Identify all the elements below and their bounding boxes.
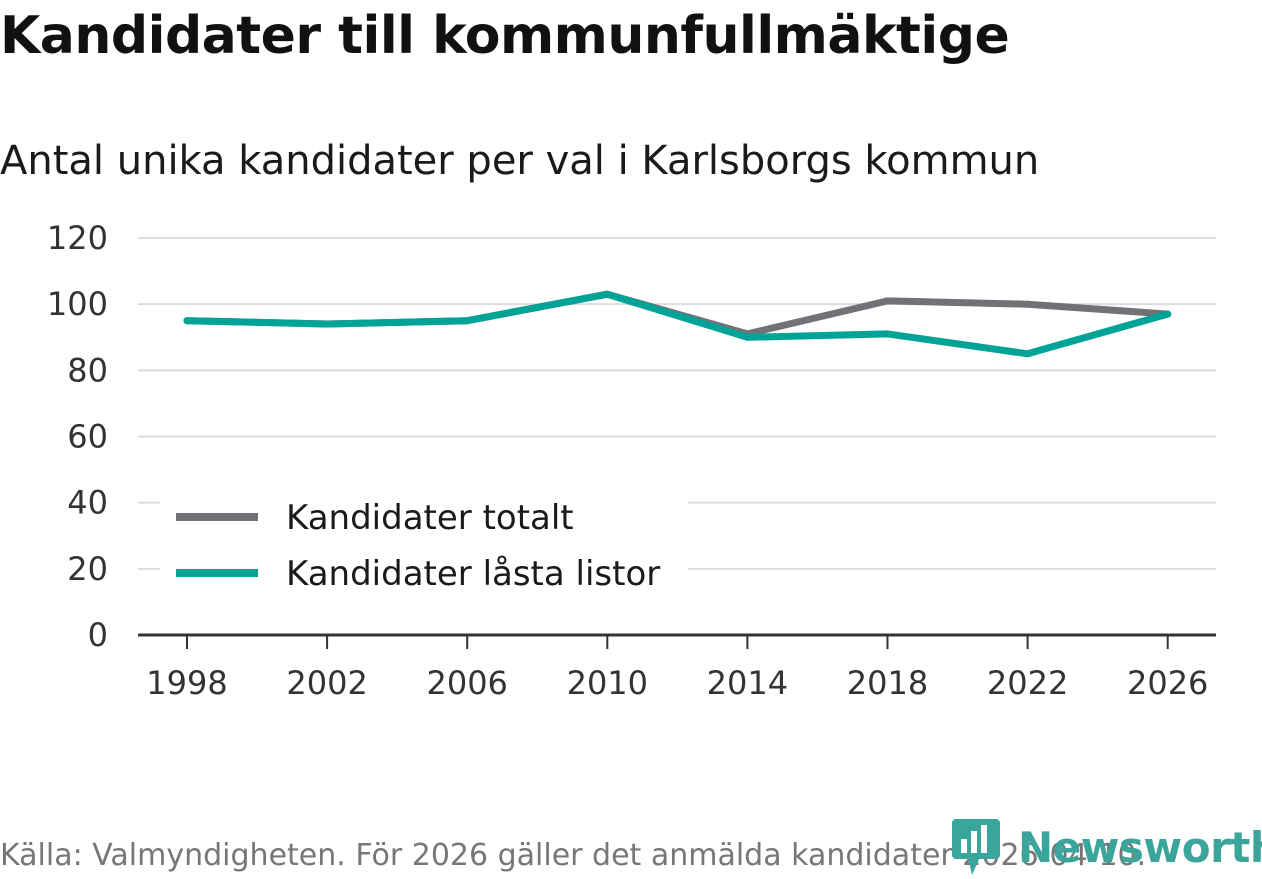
y-tick-label: 20 — [67, 550, 108, 588]
data-point-locked-2018 — [884, 330, 891, 338]
data-point-locked-2002 — [323, 320, 331, 328]
chart-title: Kandidater till kommunfullmäktige — [0, 6, 1010, 66]
x-tick-label: 2006 — [426, 664, 507, 702]
x-tick-label: 2014 — [707, 664, 788, 702]
newsworthy-wordmark: Newsworthy — [1018, 822, 1262, 872]
y-tick-label: 80 — [67, 351, 108, 389]
legend-background — [160, 490, 688, 602]
newsworthy-logo-icon — [952, 819, 1000, 875]
data-point-locked-2014 — [743, 333, 751, 341]
x-tick-label: 2022 — [987, 664, 1068, 702]
data-point-total-2018 — [884, 297, 891, 305]
data-point-locked-2026 — [1164, 310, 1172, 318]
x-tick-label: 1998 — [146, 664, 227, 702]
y-axis-ticks: 0 20 40 60 80 100 120 — [47, 219, 108, 654]
legend-label-locked: Kandidater låsta listor — [286, 554, 660, 594]
y-tick-label: 0 — [88, 616, 108, 654]
newsworthy-logo: Newsworthy — [950, 817, 1262, 877]
y-tick-label: 40 — [67, 484, 108, 522]
data-point-locked-2022 — [1024, 350, 1032, 358]
data-point-locked-2010 — [603, 290, 611, 298]
chart-subtitle: Antal unika kandidater per val i Karlsbo… — [0, 138, 1040, 184]
data-point-locked-2006 — [463, 317, 471, 325]
y-tick-label: 60 — [67, 418, 108, 456]
x-tick-label: 2018 — [847, 664, 928, 702]
legend-label-total: Kandidater totalt — [286, 498, 574, 538]
data-point-total-2022 — [1024, 300, 1032, 308]
series-lines — [183, 290, 1172, 358]
x-tick-label: 2002 — [286, 664, 367, 702]
x-tick-label: 2026 — [1127, 664, 1208, 702]
legend: Kandidater totalt Kandidater låsta listo… — [160, 490, 688, 602]
y-tick-label: 100 — [47, 285, 108, 323]
y-tick-label: 120 — [47, 219, 108, 257]
x-axis: 1998 2002 2006 2010 2014 2018 2022 2026 — [138, 633, 1216, 702]
x-tick-label: 2010 — [567, 664, 648, 702]
data-point-locked-1998 — [183, 317, 191, 325]
series-line-locked — [183, 290, 1172, 358]
